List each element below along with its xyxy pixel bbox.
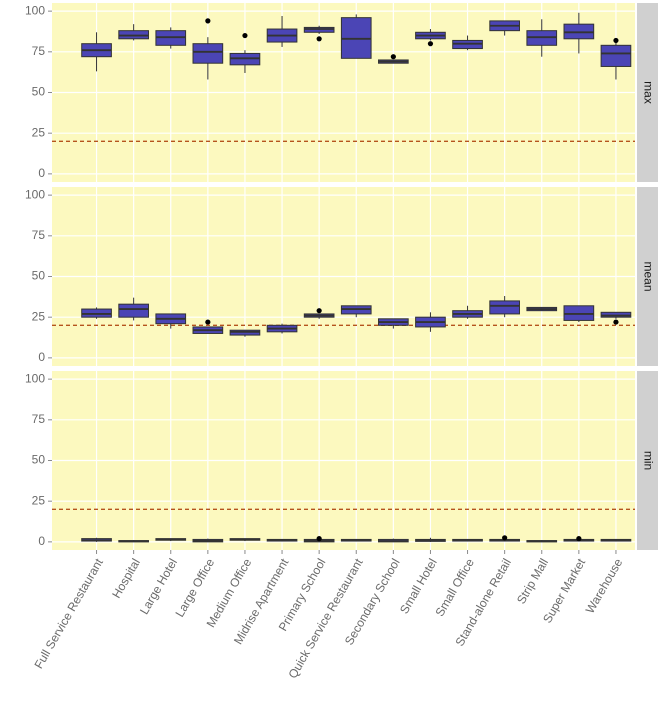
y-tick-label: 25 <box>32 309 46 323</box>
outlier <box>390 54 396 60</box>
outlier <box>316 36 322 42</box>
outlier <box>316 536 322 542</box>
y-tick-label: 75 <box>32 412 46 426</box>
box <box>489 300 520 315</box>
y-tick-label: 25 <box>32 493 46 507</box>
box <box>118 303 149 318</box>
x-tick-label: Warehouse <box>583 556 626 616</box>
y-tick-label: 100 <box>25 371 45 385</box>
outlier <box>242 32 248 39</box>
box <box>192 43 224 64</box>
box <box>600 44 632 67</box>
x-tick-label: Hospital <box>109 556 143 601</box>
y-tick-label: 100 <box>25 187 45 201</box>
y-tick-label: 25 <box>32 125 46 139</box>
y-tick-label: 50 <box>32 269 46 283</box>
x-tick-label: Small Hotel <box>397 556 440 616</box>
y-tick-label: 0 <box>38 350 45 364</box>
outlier <box>576 536 582 542</box>
x-tick-label: Large Hotel <box>137 556 180 617</box>
x-tick-label: Strip Mall <box>514 556 551 606</box>
strip-label: min <box>641 451 655 470</box>
strip-background <box>637 3 658 182</box>
strip-label: mean <box>641 261 655 291</box>
y-tick-label: 100 <box>25 3 45 17</box>
y-tick-label: 0 <box>38 534 45 548</box>
outlier <box>502 535 508 541</box>
outlier <box>427 41 434 47</box>
y-tick-label: 75 <box>32 228 46 242</box>
outlier <box>613 319 619 325</box>
x-tick-label: Full Service Restaurant <box>31 556 106 672</box>
strip-background <box>637 371 658 550</box>
y-tick-label: 75 <box>32 44 46 58</box>
strip-label: max <box>641 81 655 104</box>
outlier <box>316 308 322 314</box>
outlier <box>205 319 211 325</box>
y-tick-label: 0 <box>38 166 45 180</box>
outlier <box>205 18 211 24</box>
y-tick-label: 50 <box>32 85 46 99</box>
strip-background <box>637 187 658 366</box>
outlier <box>613 37 619 44</box>
y-tick-label: 50 <box>32 453 46 467</box>
